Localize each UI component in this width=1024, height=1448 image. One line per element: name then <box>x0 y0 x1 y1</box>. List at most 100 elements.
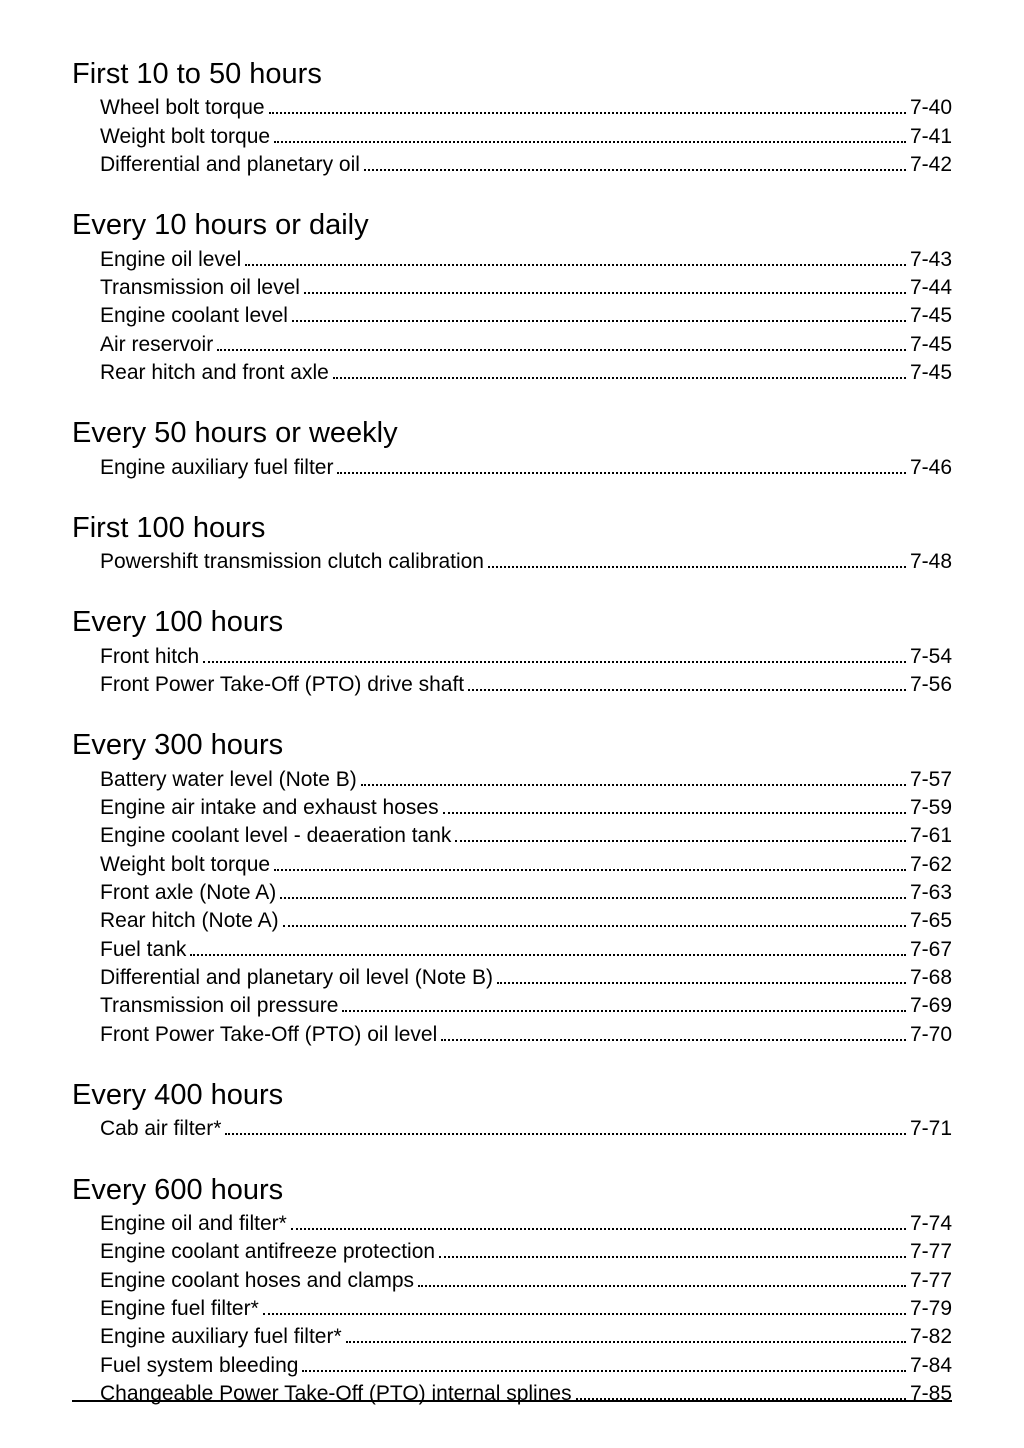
entry-page: 7-41 <box>910 123 952 151</box>
section-title: Every 400 hours <box>72 1077 952 1113</box>
toc-entry: Engine coolant level - deaeration tank 7-… <box>72 822 952 850</box>
footer-rule <box>72 1400 952 1402</box>
toc-section: Every 50 hours or weeklyEngine auxiliary… <box>72 415 952 482</box>
section-title: Every 100 hours <box>72 604 952 640</box>
entry-page: 7-71 <box>910 1115 952 1143</box>
entry-label: Wheel bolt torque <box>100 94 265 122</box>
entry-label: Front Power Take-Off (PTO) drive shaft <box>100 671 464 699</box>
toc-entry: Powershift transmission clutch calibrati… <box>72 548 952 576</box>
toc-entry: Engine coolant hoses and clamps 7-77 <box>72 1267 952 1295</box>
toc-entry: Front axle (Note A) 7-63 <box>72 879 952 907</box>
entry-page: 7-77 <box>910 1267 952 1295</box>
dot-leader <box>441 1022 906 1041</box>
entry-page: 7-62 <box>910 851 952 879</box>
toc-entry: Transmission oil level7-44 <box>72 274 952 302</box>
toc-entry: Changeable Power Take-Off (PTO) internal… <box>72 1380 952 1408</box>
entry-label: Battery water level (Note B) <box>100 766 357 794</box>
toc-entry: Battery water level (Note B) 7-57 <box>72 766 952 794</box>
entry-page: 7-74 <box>910 1210 952 1238</box>
toc-entry: Differential and planetary oil7-42 <box>72 151 952 179</box>
entry-page: 7-57 <box>910 766 952 794</box>
entry-page: 7-82 <box>910 1323 952 1351</box>
dot-leader <box>439 1239 906 1258</box>
entry-label: Weight bolt torque <box>100 123 270 151</box>
toc-entry: Engine coolant level7-45 <box>72 302 952 330</box>
entry-label: Engine auxiliary fuel filter <box>100 454 333 482</box>
dot-leader <box>468 672 906 691</box>
toc-section: Every 400 hoursCab air filter*7-71 <box>72 1077 952 1144</box>
toc-entry: Weight bolt torque 7-41 <box>72 123 952 151</box>
entry-label: Front axle (Note A) <box>100 879 276 907</box>
entry-label: Engine coolant hoses and clamps <box>100 1267 414 1295</box>
entry-label: Air reservoir <box>100 331 213 359</box>
toc-entry: Front Power Take-Off (PTO) drive shaft7-… <box>72 671 952 699</box>
toc-entry: Differential and planetary oil level (No… <box>72 964 952 992</box>
toc-section: Every 100 hours Front hitch7-54Front Powe… <box>72 604 952 699</box>
entry-page: 7-84 <box>910 1352 952 1380</box>
toc-entry: Front hitch7-54 <box>72 643 952 671</box>
toc-entry: Air reservoir7-45 <box>72 331 952 359</box>
dot-leader <box>283 909 906 928</box>
entry-label: Weight bolt torque <box>100 851 270 879</box>
toc-section: Every 10 hours or daily Engine oil level7… <box>72 207 952 387</box>
dot-leader <box>455 824 906 843</box>
entry-label: Engine fuel filter* <box>100 1295 259 1323</box>
toc-entry: Rear hitch (Note A)7-65 <box>72 907 952 935</box>
dot-leader <box>225 1117 906 1136</box>
entry-page: 7-44 <box>910 274 952 302</box>
dot-leader <box>337 455 906 474</box>
entry-label: Engine coolant level - deaeration tank <box>100 822 451 850</box>
entry-label: Engine coolant antifreeze protection <box>100 1238 435 1266</box>
entry-page: 7-63 <box>910 879 952 907</box>
entry-page: 7-79 <box>910 1295 952 1323</box>
section-title: Every 10 hours or daily <box>72 207 952 243</box>
toc-entry: Engine oil and filter* 7-74 <box>72 1210 952 1238</box>
dot-leader <box>203 644 906 663</box>
toc-entry: Engine oil level7-43 <box>72 246 952 274</box>
toc-entry: Wheel bolt torque 7-40 <box>72 94 952 122</box>
entry-page: 7-69 <box>910 992 952 1020</box>
entry-page: 7-46 <box>910 454 952 482</box>
dot-leader <box>190 937 906 956</box>
dot-leader <box>280 880 906 899</box>
entry-page: 7-45 <box>910 359 952 387</box>
dot-leader <box>291 1211 906 1230</box>
entry-label: Differential and planetary oil level (No… <box>100 964 493 992</box>
toc-entry: Engine fuel filter* 7-79 <box>72 1295 952 1323</box>
toc-entry: Transmission oil pressure 7-69 <box>72 992 952 1020</box>
dot-leader <box>245 247 906 266</box>
entry-page: 7-65 <box>910 907 952 935</box>
toc-content: First 10 to 50 hoursWheel bolt torque7-4… <box>72 56 952 1408</box>
dot-leader <box>217 332 906 351</box>
dot-leader <box>304 275 906 294</box>
dot-leader <box>333 360 906 379</box>
toc-entry: Fuel system bleeding7-84 <box>72 1352 952 1380</box>
toc-entry: Front Power Take-Off (PTO) oil level7-70 <box>72 1021 952 1049</box>
entry-label: Powershift transmission clutch calibrati… <box>100 548 484 576</box>
dot-leader <box>263 1296 906 1315</box>
dot-leader <box>302 1353 906 1372</box>
dot-leader <box>274 852 906 871</box>
dot-leader <box>342 994 906 1013</box>
dot-leader <box>443 795 906 814</box>
entry-label: Engine oil and filter* <box>100 1210 287 1238</box>
entry-page: 7-45 <box>910 302 952 330</box>
entry-label: Transmission oil pressure <box>100 992 338 1020</box>
dot-leader <box>488 549 906 568</box>
dot-leader <box>364 152 906 171</box>
entry-page: 7-67 <box>910 936 952 964</box>
entry-label: Changeable Power Take-Off (PTO) internal… <box>100 1380 572 1408</box>
section-title: Every 600 hours <box>72 1172 952 1208</box>
dot-leader <box>274 124 906 143</box>
toc-entry: Cab air filter*7-71 <box>72 1115 952 1143</box>
entry-label: Engine air intake and exhaust hoses <box>100 794 439 822</box>
entry-page: 7-59 <box>910 794 952 822</box>
dot-leader <box>292 303 906 322</box>
entry-page: 7-40 <box>910 94 952 122</box>
toc-section: First 100 hoursPowershift transmission c… <box>72 510 952 577</box>
section-title: Every 300 hours <box>72 727 952 763</box>
entry-page: 7-48 <box>910 548 952 576</box>
toc-entry: Engine air intake and exhaust hoses 7-59 <box>72 794 952 822</box>
entry-page: 7-61 <box>910 822 952 850</box>
entry-page: 7-43 <box>910 246 952 274</box>
